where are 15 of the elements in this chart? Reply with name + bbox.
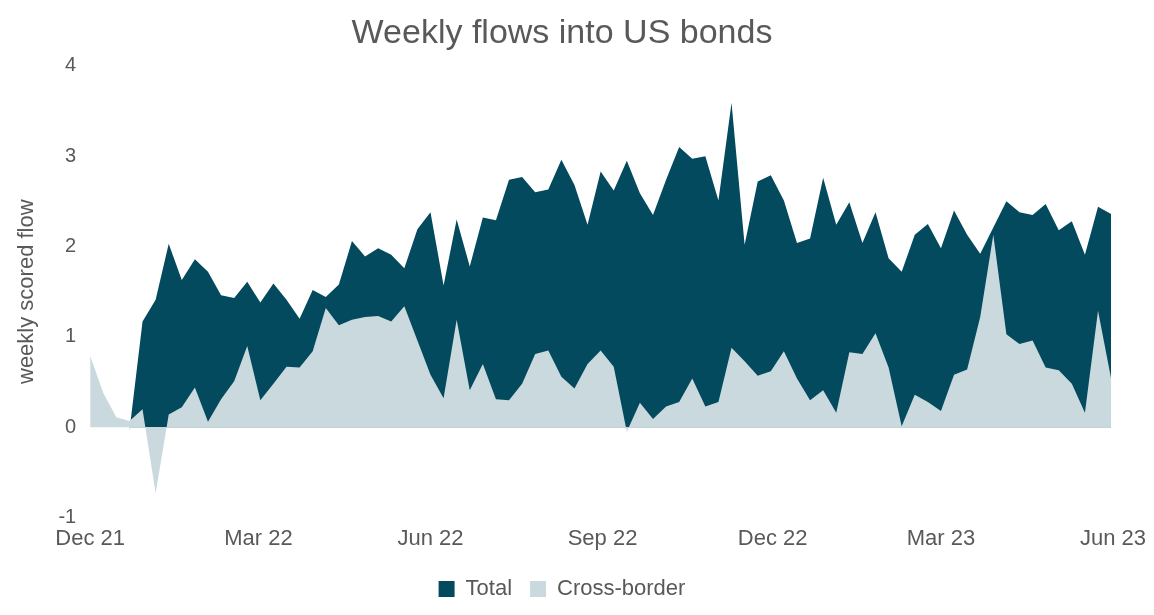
x-tick-label: Dec 22 [737, 524, 808, 550]
y-tick-label: 2 [65, 234, 77, 257]
legend-label: Cross-border [557, 575, 686, 601]
y-tick-label: 3 [65, 143, 77, 166]
y-tick-label: 1 [65, 324, 77, 347]
chart-title: Weekly flows into US bonds [351, 11, 773, 50]
y-tick-label: 0 [65, 414, 77, 437]
x-tick-label: Mar 23 [906, 524, 976, 550]
y-axis-title: weekly scored flow [13, 199, 39, 386]
x-tick-label: Jun 23 [1079, 524, 1146, 550]
x-tick-label: Sep 22 [567, 524, 638, 550]
x-tick-label: Mar 22 [224, 524, 293, 550]
legend-label: Total [465, 575, 513, 601]
x-tick-label: Jun 22 [397, 524, 464, 550]
y-tick-label: 4 [65, 53, 77, 76]
